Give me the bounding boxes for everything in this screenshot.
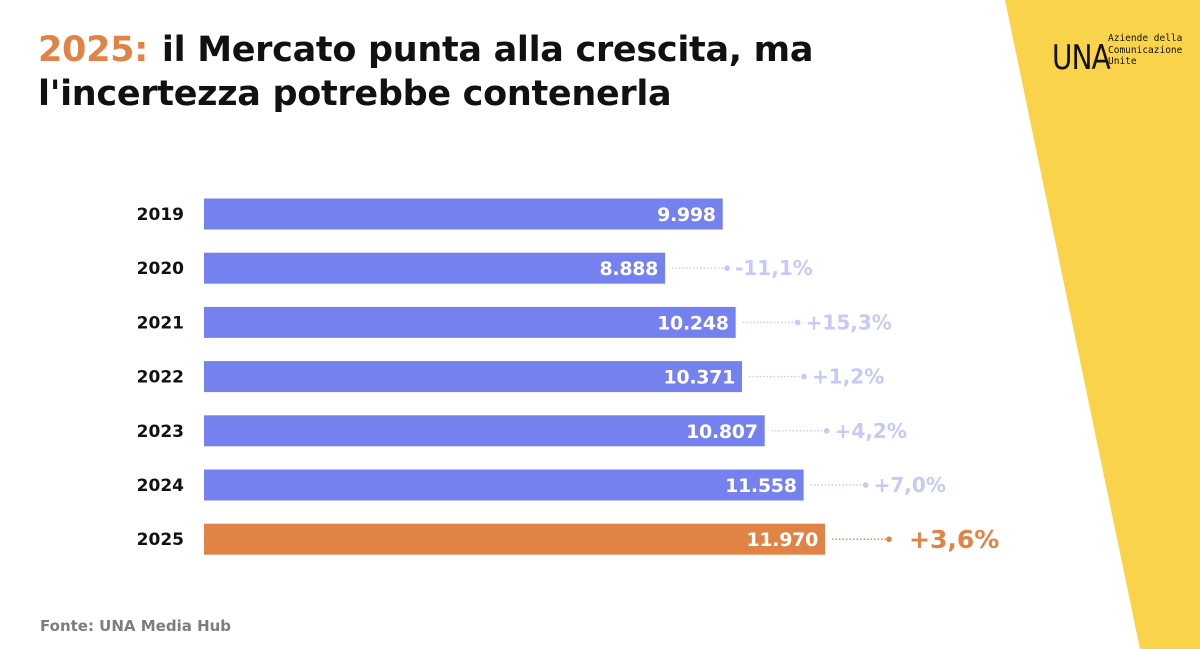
title-text: il Mercato punta alla crescita, ma l'inc…	[38, 30, 814, 114]
category-label: 2025	[137, 530, 184, 550]
change-dot	[794, 319, 801, 326]
change-dot	[823, 428, 830, 434]
category-label: 2021	[137, 313, 184, 333]
logo-tagline: Aziende della Comunicazione Unite	[1108, 33, 1182, 68]
bar	[204, 306, 736, 338]
category-label: 2020	[137, 259, 184, 279]
change-dot	[862, 482, 869, 488]
logo-mark: UNA	[1052, 38, 1111, 78]
bar	[204, 469, 804, 501]
category-label: 2023	[137, 422, 184, 442]
category-label: 2019	[137, 205, 184, 225]
value-label: 11.970	[746, 529, 818, 551]
page-title: 2025: il Mercato punta alla crescita, ma …	[38, 28, 1018, 116]
logo-line-2: Comunicazione	[1108, 44, 1183, 56]
bar-highlight	[204, 523, 825, 555]
change-dot	[801, 373, 807, 380]
una-logo: UNA Aziende della Comunicazione Unite	[1052, 33, 1182, 89]
category-label: 2024	[137, 476, 184, 496]
value-label: 10.248	[657, 312, 729, 334]
change-label: +7,0%	[874, 473, 946, 497]
change-dot	[724, 265, 730, 272]
logo-line-1: Aziende della	[1108, 33, 1183, 44]
change-dot	[886, 536, 892, 542]
bar	[204, 252, 666, 284]
value-label: 10.371	[664, 367, 736, 389]
bar	[204, 198, 723, 230]
source-note: Fonte: UNA Media Hub	[40, 617, 232, 635]
change-label: +15,3%	[806, 310, 892, 334]
value-label: 10.807	[686, 421, 758, 443]
bar	[204, 415, 765, 447]
change-label: +4,2%	[835, 419, 907, 443]
category-label: 2022	[137, 368, 184, 388]
change-label-highlight: +3,6%	[909, 525, 999, 554]
bar	[204, 361, 743, 393]
value-label: 8.888	[599, 258, 658, 280]
change-label: +1,2%	[812, 365, 884, 389]
value-label: 11.558	[725, 475, 797, 497]
value-label: 9.998	[657, 204, 716, 226]
logo-line-3: Unite	[1108, 56, 1137, 67]
title-year: 2025:	[38, 30, 148, 70]
change-label: -11,1%	[735, 256, 813, 280]
